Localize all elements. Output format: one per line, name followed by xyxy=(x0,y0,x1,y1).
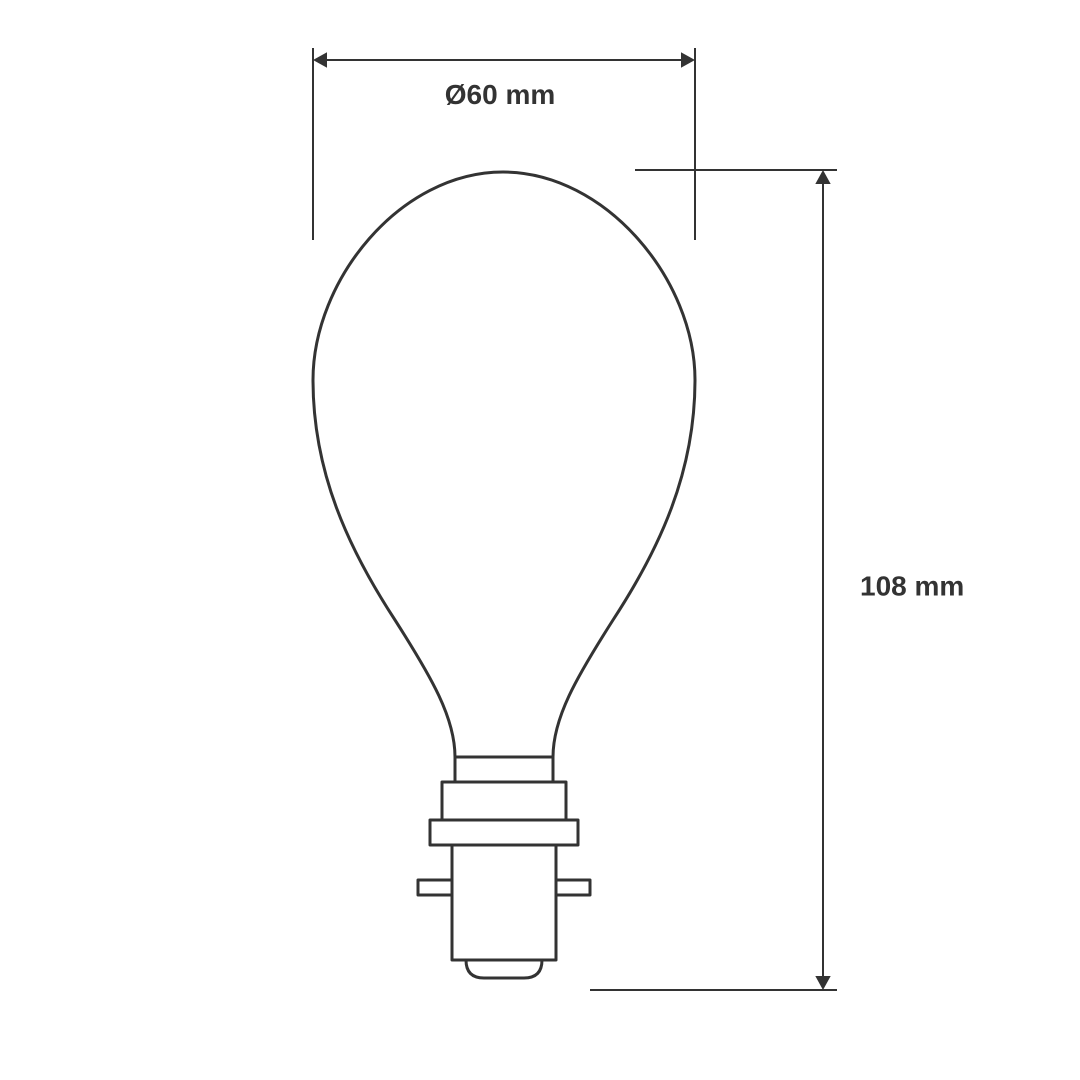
height-dimension-label: 108 mm xyxy=(860,570,964,601)
bulb-dimension-diagram: Ø60 mm 108 mm xyxy=(0,0,1080,1080)
bulb-outline xyxy=(313,172,695,978)
width-dimension-label: Ø60 mm xyxy=(445,79,556,110)
